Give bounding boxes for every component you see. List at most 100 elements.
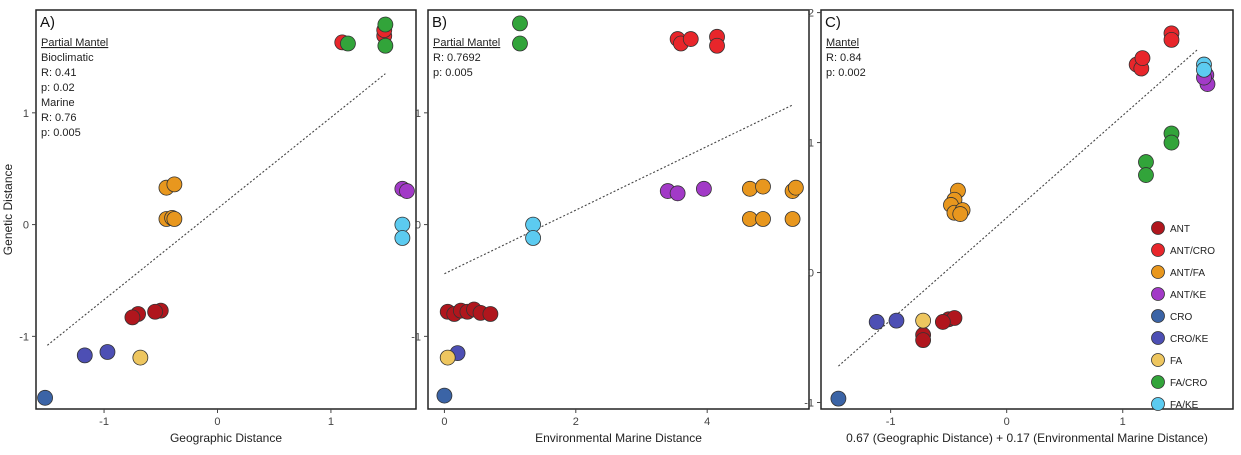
- legend-swatch: [1151, 243, 1165, 257]
- data-point: [787, 179, 804, 196]
- y-tick-label: 0: [808, 268, 814, 280]
- series-cro-ke: [868, 312, 905, 330]
- data-point: [784, 211, 801, 227]
- series-fa: [439, 349, 456, 366]
- plot-frame: [820, 9, 1234, 410]
- data-point: [682, 31, 699, 47]
- legend-swatch: [1151, 331, 1165, 345]
- data-point: [399, 183, 415, 199]
- series-ant-ke: [394, 180, 415, 199]
- data-point: [436, 387, 453, 404]
- x-tick-label: -1: [886, 416, 896, 428]
- legend-label: ANT: [1170, 224, 1190, 235]
- stats-line: R: 0.41: [41, 67, 76, 79]
- data-point: [377, 37, 394, 54]
- data-point: [1134, 50, 1151, 66]
- data-point: [124, 309, 141, 326]
- data-point: [525, 230, 542, 246]
- data-point: [1163, 134, 1180, 151]
- series-fa-cro: [340, 16, 394, 54]
- series-ant: [124, 302, 169, 326]
- y-tick-label: 0: [23, 220, 29, 232]
- y-tick-label: 0: [415, 220, 421, 232]
- legend-swatch: [1151, 397, 1165, 411]
- legend-label: FA/KE: [1170, 400, 1199, 411]
- y-axis-label: Genetic Distance: [1, 163, 15, 255]
- trend-line: [46, 73, 386, 346]
- legend-swatch: [1151, 353, 1165, 367]
- series-fa-ke: [525, 216, 542, 246]
- series-ant-fa: [943, 182, 971, 222]
- x-tick-label: 2: [573, 416, 579, 428]
- legend-swatch: [1151, 309, 1165, 323]
- y-tick-label: -1: [804, 398, 814, 410]
- legend-swatch: [1151, 375, 1165, 389]
- legend-swatch: [1151, 265, 1165, 279]
- y-tick-label: -1: [19, 331, 29, 343]
- series-fa-cro: [1138, 125, 1180, 183]
- stats-line: R: 0.76: [41, 112, 76, 124]
- legend: ANT ANT/CRO ANT/FA ANT/KE CRO CRO/KE FA FA/CRO F…: [1151, 221, 1215, 411]
- legend-label: ANT/KE: [1170, 290, 1206, 301]
- data-point: [952, 206, 969, 222]
- data-point: [915, 312, 932, 329]
- series-cro: [37, 389, 53, 406]
- series-ant: [915, 310, 963, 349]
- data-point: [830, 390, 847, 407]
- data-point: [1138, 167, 1154, 183]
- data-point: [669, 185, 686, 202]
- legend-label: ANT/CRO: [1170, 246, 1215, 257]
- data-point: [340, 35, 356, 52]
- series-ant-cro: [669, 28, 725, 54]
- series-cro: [830, 390, 847, 407]
- series-fa-ke: [394, 216, 411, 246]
- x-tick-label: 4: [704, 416, 710, 428]
- data-point: [525, 216, 542, 233]
- data-point: [147, 303, 164, 320]
- stats-line: Bioclimatic: [41, 52, 94, 64]
- x-tick-label: 1: [328, 416, 334, 428]
- series-ant: [439, 301, 499, 322]
- data-point: [755, 178, 771, 195]
- series-ant-ke: [659, 180, 712, 202]
- panel-2: 0 2 4 -1 0 1 Environmental Marine Distance B) Pa…: [411, 9, 810, 445]
- legend-label: FA: [1170, 356, 1183, 367]
- legend-label: CRO/KE: [1170, 334, 1209, 345]
- series-fa-cro: [512, 15, 528, 52]
- x-tick-label: 1: [1120, 416, 1126, 428]
- series-ant-cro: [1128, 25, 1180, 77]
- panel-label: C): [825, 14, 841, 31]
- data-point: [394, 216, 411, 233]
- stats-line: p: 0.005: [41, 127, 81, 139]
- data-point: [888, 312, 905, 329]
- series-ant-fa: [158, 176, 183, 227]
- data-point: [132, 349, 149, 366]
- stats-line: p: 0.005: [433, 67, 473, 79]
- series-ant-fa: [741, 178, 804, 227]
- data-point: [741, 180, 758, 197]
- stats-line: R: 0.84: [826, 52, 861, 64]
- trend-line: [444, 104, 793, 275]
- data-point: [166, 211, 183, 227]
- series-fa: [915, 312, 932, 329]
- data-point: [439, 349, 456, 366]
- y-tick-label: -1: [411, 331, 421, 343]
- stats-title: Mantel: [826, 37, 859, 49]
- data-point: [755, 211, 771, 227]
- panel-label: B): [432, 14, 447, 31]
- data-point: [377, 16, 394, 33]
- plot-frame: [35, 9, 417, 410]
- data-point: [99, 344, 116, 360]
- stats-title: Partial Mantel: [41, 37, 108, 49]
- series-cro: [436, 387, 453, 404]
- data-point: [394, 230, 411, 246]
- y-tick-label: 1: [808, 138, 814, 150]
- data-point: [934, 314, 951, 330]
- legend-label: ANT/FA: [1170, 268, 1205, 279]
- data-point: [695, 180, 712, 197]
- x-tick-label: -1: [99, 416, 109, 428]
- data-point: [482, 306, 499, 322]
- data-point: [166, 176, 183, 193]
